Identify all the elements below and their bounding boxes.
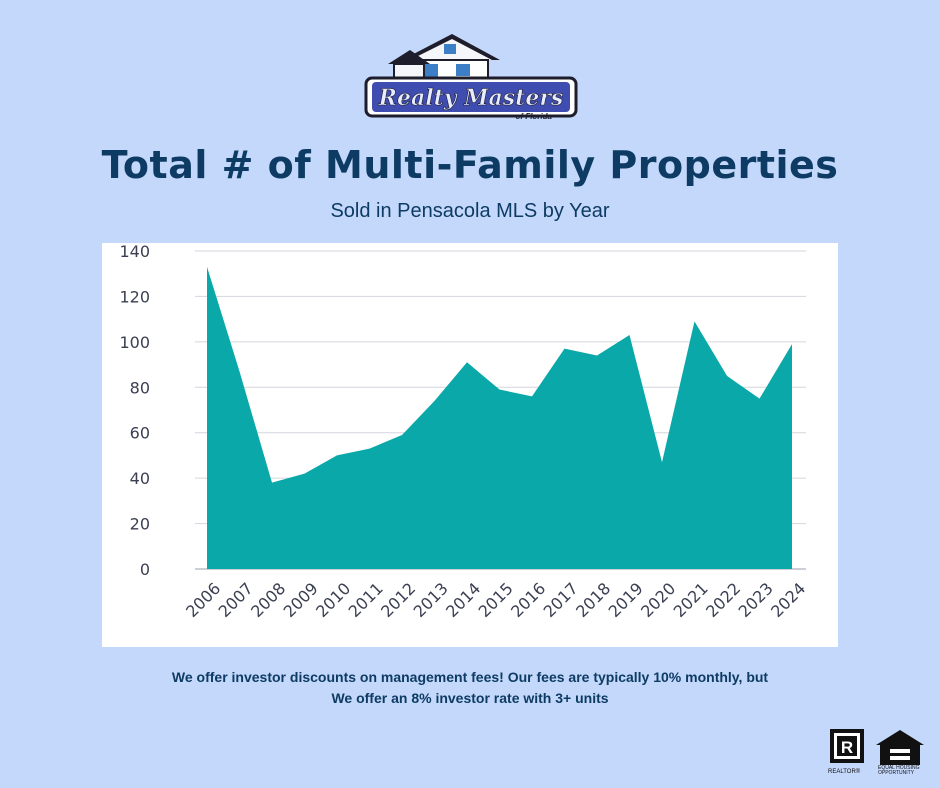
x-tick-label: 2020 [637,579,679,621]
y-tick-label: 0 [140,560,150,579]
x-tick-label: 2022 [702,579,744,621]
y-tick-label: 40 [130,469,150,488]
x-tick-label: 2024 [767,579,809,621]
x-tick-label: 2017 [540,579,582,621]
brand-name: Realty Masters [378,85,564,111]
chart-area-series [207,266,792,569]
promo-line-1: We offer investor discounts on managemen… [171,669,769,685]
y-tick-label: 20 [130,515,150,534]
x-tick-label: 2009 [280,579,322,621]
brand-tagline: of Florida [516,112,553,121]
y-tick-label: 80 [130,378,150,397]
x-tick-label: 2008 [247,579,289,621]
equal-housing-icon [876,730,924,765]
realtor-label: REALTOR® [828,769,861,775]
x-tick-label: 2006 [182,579,224,621]
x-tick-label: 2023 [735,579,777,621]
x-tick-label: 2011 [345,579,387,621]
x-tick-label: 2010 [312,579,354,621]
y-tick-label: 100 [119,333,150,352]
realtor-icon: R [830,729,864,763]
y-tick-label: 60 [130,424,150,443]
x-tick-label: 2019 [605,579,647,621]
x-tick-label: 2013 [410,579,452,621]
chart-panel: 0 20 40 60 80 100 120 140 2006 2007 2008 2009 2010 2… [102,243,838,647]
promo-line-2: We offer an 8% investor rate with 3+ uni… [331,690,609,706]
equal-housing-label: EQUAL HOUSING OPPORTUNITY [878,765,920,776]
x-tick-label: 2012 [377,579,419,621]
x-tick-label: 2007 [215,579,257,621]
y-axis-ticks: 0 20 40 60 80 100 120 140 [119,243,150,579]
svg-text:R: R [841,738,853,757]
compliance-badges: R REALTOR® EQUAL HOUSING OPPORTUNITY [828,727,928,779]
x-tick-label: 2015 [475,579,517,621]
page-subtitle: Sold in Pensacola MLS by Year [330,200,610,222]
realty-masters-logo: Realty Masters of Florida [360,30,582,122]
x-tick-label: 2021 [670,579,712,621]
promo-text: We offer investor discounts on managemen… [0,667,940,709]
badge-icons: R [830,729,924,765]
page-title: Total # of Multi-Family Properties [101,143,839,187]
y-tick-label: 120 [119,287,150,306]
y-tick-label: 140 [119,243,150,261]
x-axis-ticks: 2006200720082009201020112012201320142015… [182,579,809,621]
x-tick-label: 2018 [572,579,614,621]
x-tick-label: 2016 [507,579,549,621]
x-tick-label: 2014 [442,579,484,621]
